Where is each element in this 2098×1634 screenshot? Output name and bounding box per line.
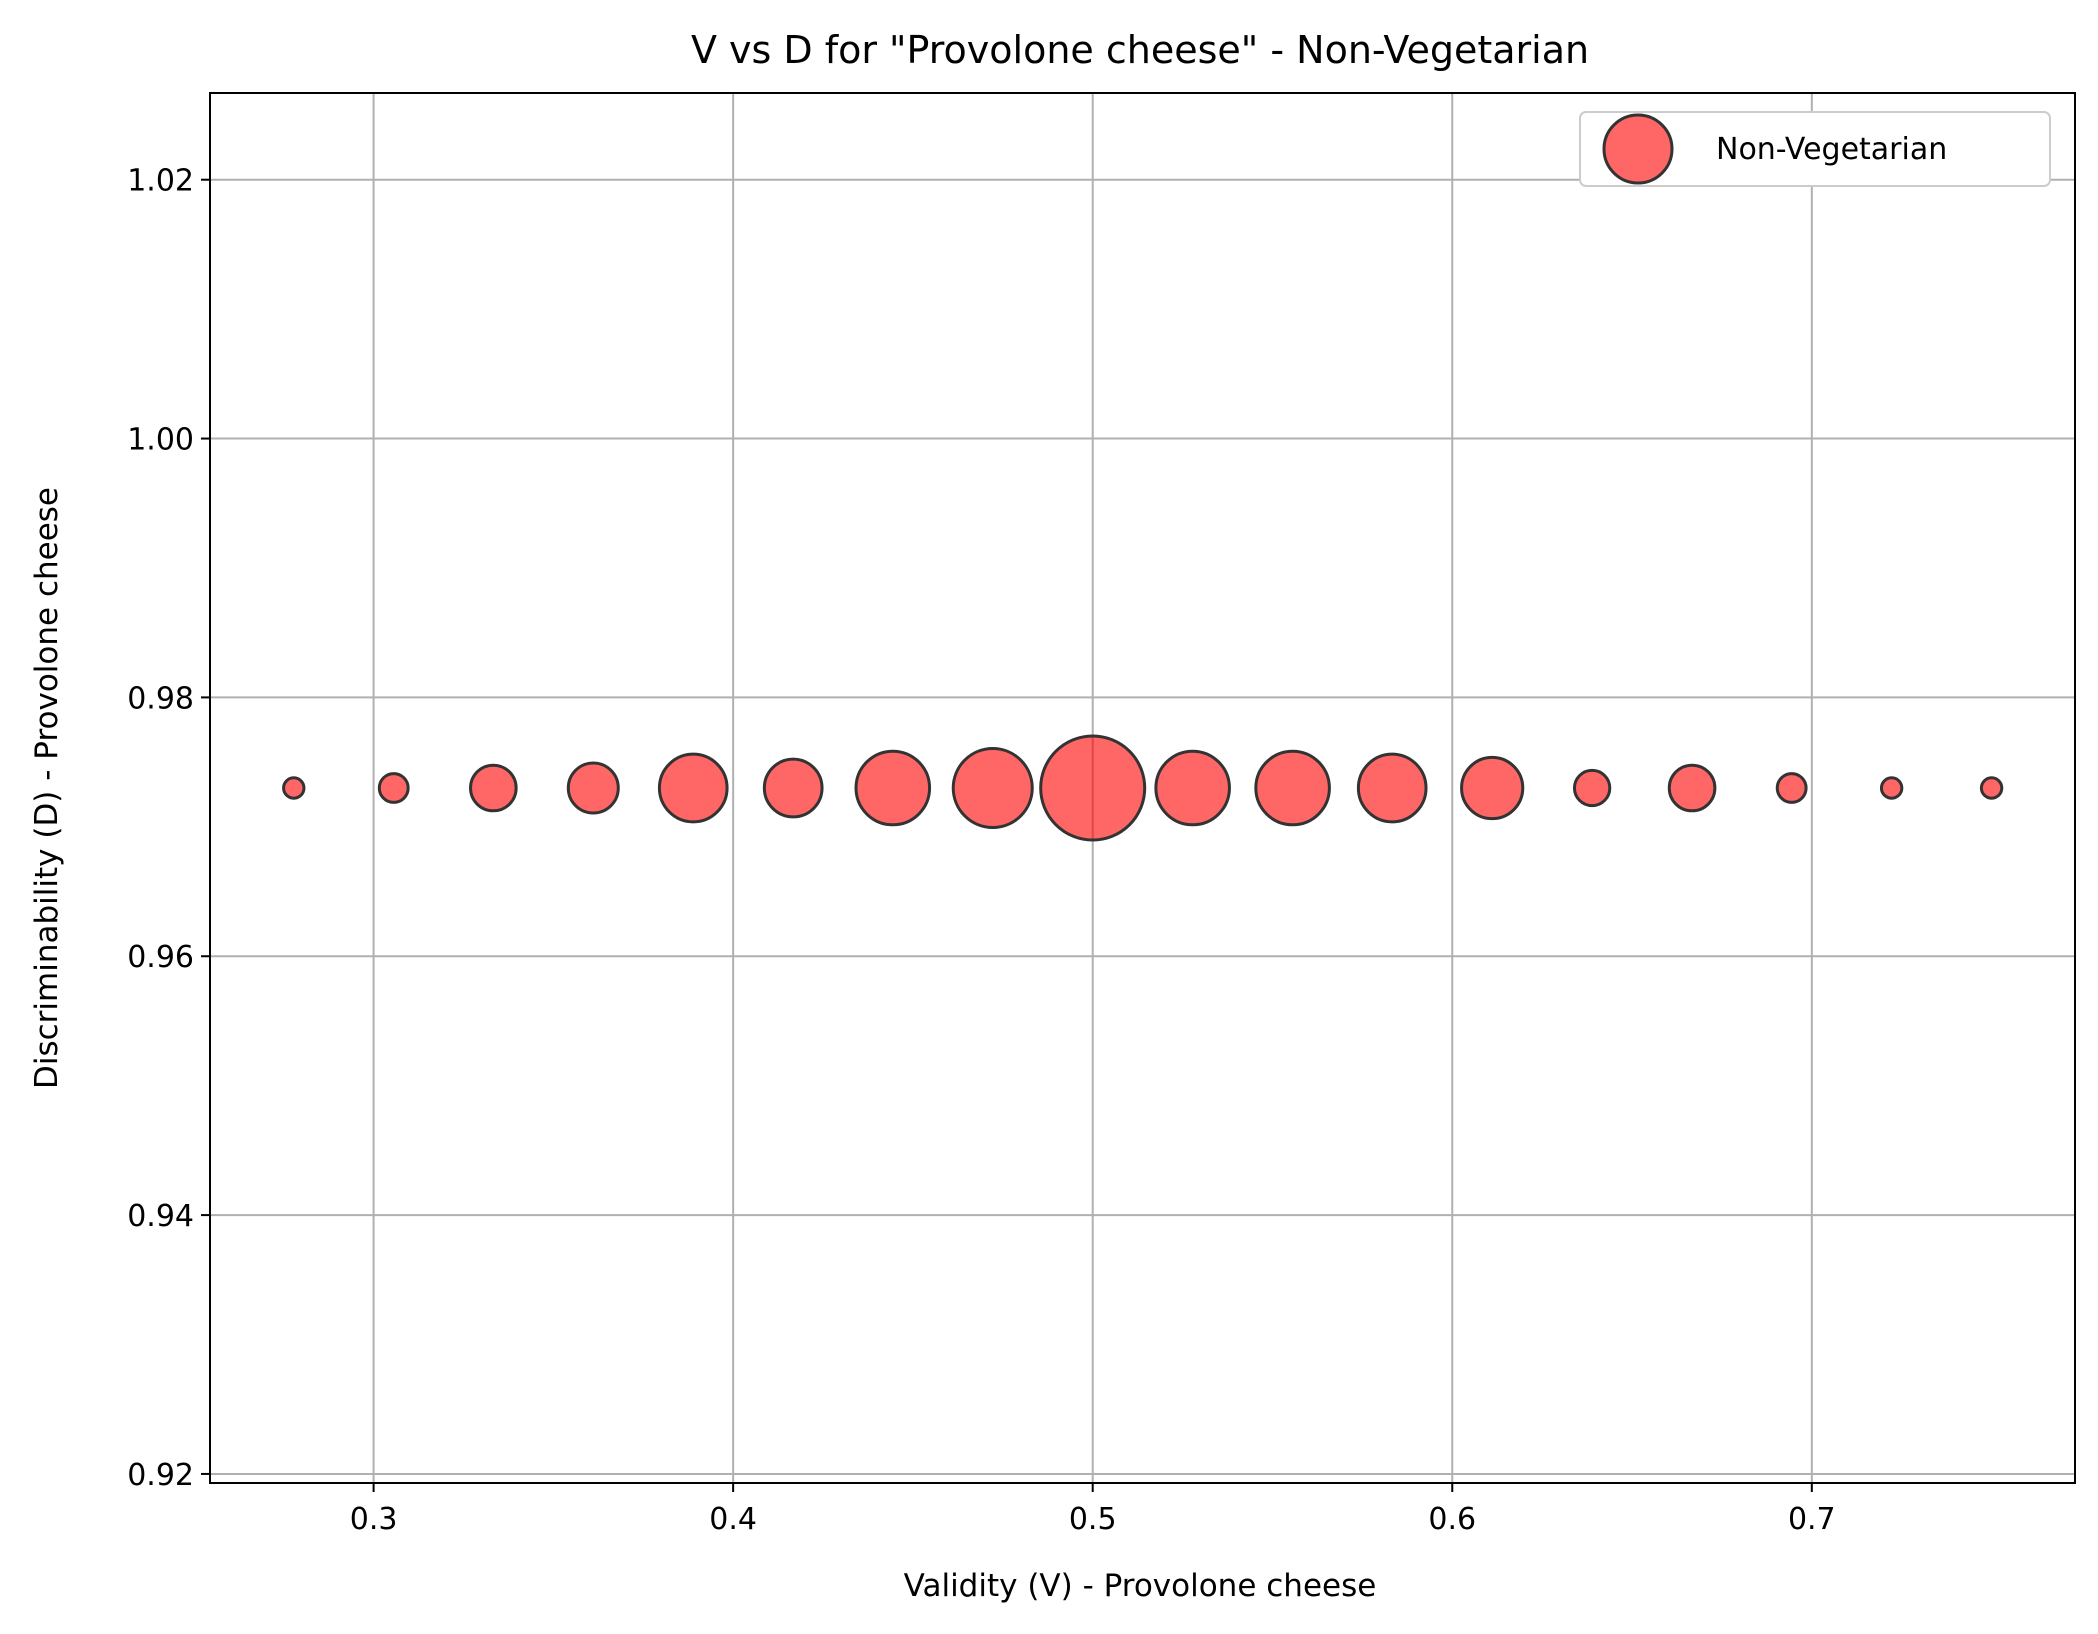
data-point [1667, 763, 1717, 813]
data-point [1879, 776, 1904, 800]
y-tick-label: 0.92 [127, 1458, 194, 1493]
data-point [657, 752, 729, 824]
data-point [1154, 749, 1231, 827]
data-point [1979, 776, 2004, 800]
data-point [1254, 749, 1331, 827]
y-tick-label: 1.00 [127, 423, 194, 458]
data-point [1039, 734, 1147, 842]
data-point [566, 761, 620, 815]
plot-frame [209, 92, 2076, 1484]
axis-ticks: 0.3 0.4 0.5 0.6 0.7 0.92 0.94 0.96 0.98 1.00 1.02 [127, 164, 1835, 1537]
legend: Non-Vegetarian [1579, 111, 2051, 187]
data-point [854, 749, 932, 827]
x-tick-label: 0.6 [1428, 1502, 1476, 1537]
data-point [951, 746, 1034, 830]
chart-title: V vs D for "Provolone cheese" - Non-Vege… [691, 28, 1589, 72]
y-tick-label: 0.96 [127, 940, 194, 975]
x-tick-label: 0.5 [1069, 1502, 1117, 1537]
y-axis-label: Discriminability (D) - Provolone cheese [29, 487, 65, 1089]
data-point [1460, 755, 1525, 821]
data-point [762, 757, 824, 819]
data-point [1775, 772, 1808, 804]
x-axis-label: Validity (V) - Provolone cheese [904, 1568, 1377, 1604]
data-point [469, 763, 518, 813]
x-tick-label: 0.4 [709, 1502, 757, 1537]
y-tick-label: 0.98 [127, 681, 194, 716]
plot-points [282, 734, 2004, 842]
data-point [1356, 752, 1428, 824]
data-point [377, 772, 410, 804]
legend-label-non-vegetarian: Non-Vegetarian [1716, 132, 1947, 167]
legend-box [1579, 111, 2051, 187]
x-tick-label: 0.7 [1788, 1502, 1836, 1537]
y-tick-label: 1.02 [127, 164, 194, 199]
data-point [1572, 768, 1612, 808]
legend-marker [1602, 113, 1674, 185]
x-tick-label: 0.3 [350, 1502, 398, 1537]
y-tick-label: 0.94 [127, 1199, 194, 1234]
data-point [282, 776, 306, 800]
